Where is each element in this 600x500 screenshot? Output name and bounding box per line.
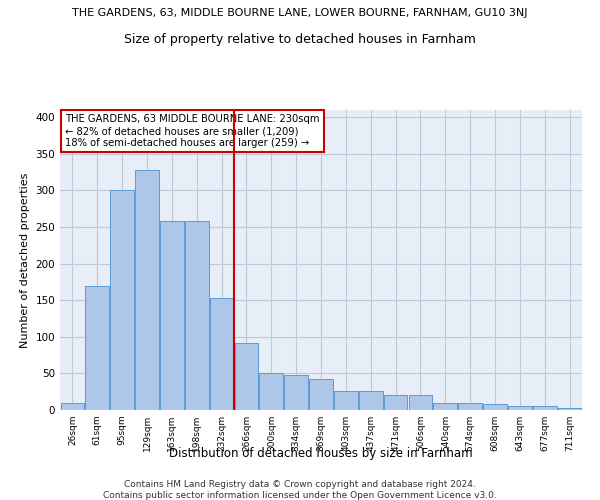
Bar bbox=[85, 286, 109, 410]
Bar bbox=[558, 408, 581, 410]
Bar bbox=[61, 402, 84, 410]
Y-axis label: Number of detached properties: Number of detached properties bbox=[20, 172, 30, 348]
Bar bbox=[235, 342, 258, 410]
Bar bbox=[334, 391, 358, 410]
Bar bbox=[458, 402, 482, 410]
Bar bbox=[483, 404, 507, 410]
Bar bbox=[259, 374, 283, 410]
Bar bbox=[384, 396, 407, 410]
Bar bbox=[309, 378, 333, 410]
Bar bbox=[359, 391, 383, 410]
Bar bbox=[160, 221, 184, 410]
Bar bbox=[409, 396, 432, 410]
Bar bbox=[284, 375, 308, 410]
Bar bbox=[210, 298, 233, 410]
Bar bbox=[508, 406, 532, 410]
Text: Contains HM Land Registry data © Crown copyright and database right 2024.: Contains HM Land Registry data © Crown c… bbox=[124, 480, 476, 489]
Text: Size of property relative to detached houses in Farnham: Size of property relative to detached ho… bbox=[124, 32, 476, 46]
Text: Contains public sector information licensed under the Open Government Licence v3: Contains public sector information licen… bbox=[103, 491, 497, 500]
Bar bbox=[433, 402, 457, 410]
Bar bbox=[135, 170, 159, 410]
Text: THE GARDENS, 63, MIDDLE BOURNE LANE, LOWER BOURNE, FARNHAM, GU10 3NJ: THE GARDENS, 63, MIDDLE BOURNE LANE, LOW… bbox=[72, 8, 528, 18]
Text: THE GARDENS, 63 MIDDLE BOURNE LANE: 230sqm
← 82% of detached houses are smaller : THE GARDENS, 63 MIDDLE BOURNE LANE: 230s… bbox=[65, 114, 320, 148]
Text: Distribution of detached houses by size in Farnham: Distribution of detached houses by size … bbox=[169, 448, 473, 460]
Bar bbox=[533, 406, 557, 410]
Bar bbox=[110, 190, 134, 410]
Bar bbox=[185, 221, 209, 410]
